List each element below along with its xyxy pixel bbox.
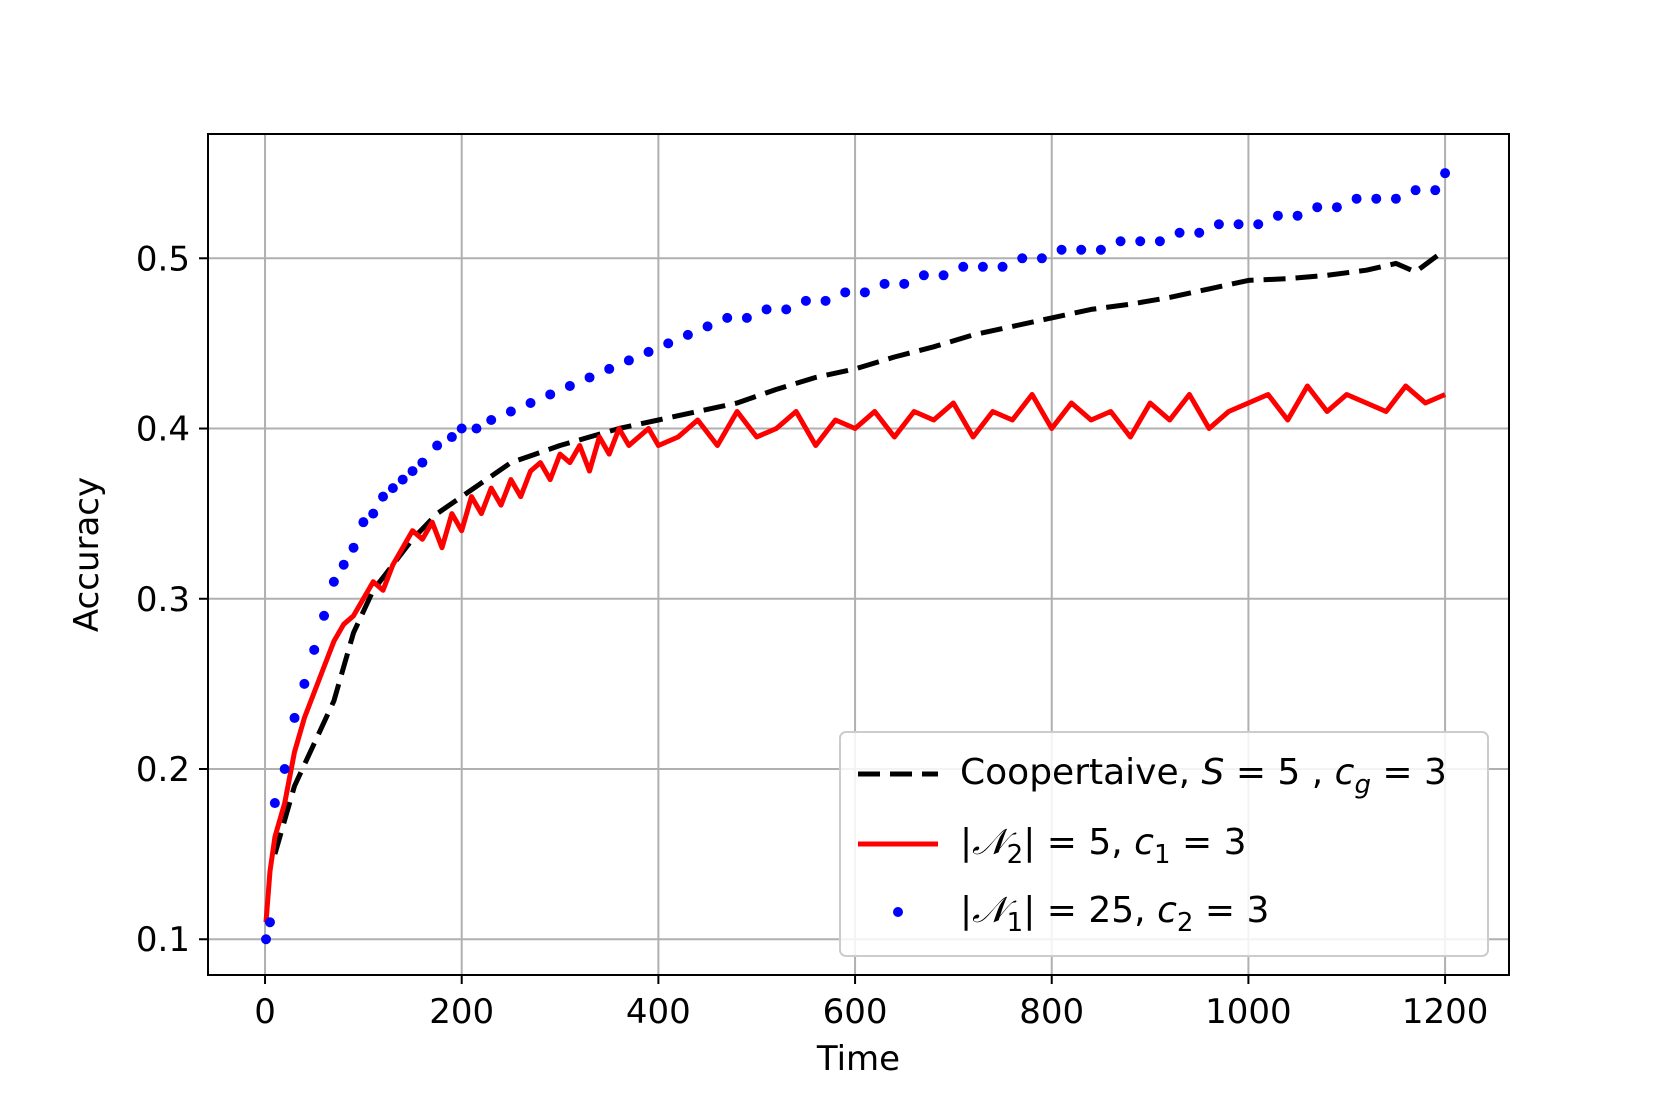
y-tick-label: 0.4 [136,410,190,450]
series-3-point [702,321,713,332]
series-3-point [1194,227,1205,238]
series-3-point [1331,202,1342,213]
series-3-point [432,440,443,451]
series-2-line [263,383,1447,923]
x-tick-label: 400 [626,992,691,1032]
series-3-point [545,389,556,400]
series-3-point [1174,227,1185,238]
series-3-point [456,423,467,434]
x-tick-label: 800 [1019,992,1084,1032]
y-axis-label: Accuracy [67,477,107,632]
series-3-point [1076,244,1087,255]
series-3-point [564,380,575,391]
series-3-point [958,261,969,272]
series-3-point [328,576,339,587]
legend-box [839,731,1489,957]
series-3-point [1410,185,1421,196]
series-3-point [387,483,398,494]
series-3-point [505,406,516,417]
series-3-point [899,278,910,289]
legend-label: |𝒩2| = 5, c1 = 3 [960,822,1246,870]
series-3-point [938,270,949,281]
series-3-point [859,287,870,298]
series-3-point [1292,210,1303,221]
series-3-point [1272,210,1283,221]
series-3-point [663,338,674,349]
legend-label: |𝒩1| = 25, c2 = 3 [960,890,1269,938]
series-3-point [378,491,389,502]
x-tick-label: 200 [429,992,494,1032]
y-tick-label: 0.2 [136,750,190,790]
series-3-point [781,304,792,315]
series-3-point [264,917,275,928]
series-3-point [269,798,280,809]
legend: Coopertaive, S = 5 , cg = 3 |𝒩2| = 5, c1 … [839,731,1489,957]
series-3-point [1430,185,1441,196]
series-3-point [299,678,310,689]
series-3-point [1440,168,1451,179]
series-3-point [1154,236,1165,247]
series-3-point [604,363,615,374]
series-3-point [1213,219,1224,230]
series-3-point [840,287,851,298]
y-tick-label: 0.5 [136,239,190,279]
series-3-point [525,397,536,408]
series-3-point [1233,219,1244,230]
series-3-point [338,559,349,570]
series-3-point [1253,219,1264,230]
series-3-point [1017,253,1028,264]
series-3-point [471,423,482,434]
series-3-point [879,278,890,289]
legend-marker [893,907,903,917]
series-3-point [1351,193,1362,204]
series-3-point [682,329,693,340]
series-3-point [1056,244,1067,255]
series-3-point [997,261,1008,272]
series-3-point [800,295,811,306]
series-3-point [358,517,369,528]
series-3-point [761,304,772,315]
series-3-point [584,372,595,383]
series-3-point [1115,236,1126,247]
series-3-point [279,764,290,775]
y-tick-label: 0.3 [136,580,190,620]
series-3-point [348,542,359,553]
series-3-point [623,355,634,366]
series-3-point [1095,244,1106,255]
series-3-point [1135,236,1146,247]
series-3-point [643,346,654,357]
series-3-point [1371,193,1382,204]
series-3-point [407,466,418,477]
x-axis-label: Time [816,1039,900,1079]
series-3-point [261,934,272,945]
series-3-point [741,312,752,323]
x-tick-label: 1000 [1205,992,1292,1032]
series-3-point [289,712,300,723]
ticks: 0 200 400 600 800 1000 1200 0.1 0.2 0.3 0.4 0.5 [136,239,1488,1032]
x-tick-label: 0 [254,992,276,1032]
series-3-point [309,644,320,655]
series-3-point [918,270,929,281]
series-3-point [446,432,457,443]
series-3-point [722,312,733,323]
series-3-point [820,295,831,306]
legend-label: Coopertaive, S = 5 , cg = 3 [960,752,1447,800]
series-3-point [319,610,330,621]
y-tick-label: 0.1 [136,920,190,960]
series-3-point [417,457,428,468]
series-3-point [1036,253,1047,264]
series-3-point [1390,193,1401,204]
series-3-point [977,261,988,272]
series-3-point [1312,202,1323,213]
series-3-point [368,508,379,519]
series-3-point [397,474,408,485]
series-3-point [486,415,497,426]
axes-frame [207,133,1510,976]
x-tick-label: 600 [823,992,888,1032]
x-tick-label: 1200 [1402,992,1489,1032]
plot-series [261,168,1451,945]
